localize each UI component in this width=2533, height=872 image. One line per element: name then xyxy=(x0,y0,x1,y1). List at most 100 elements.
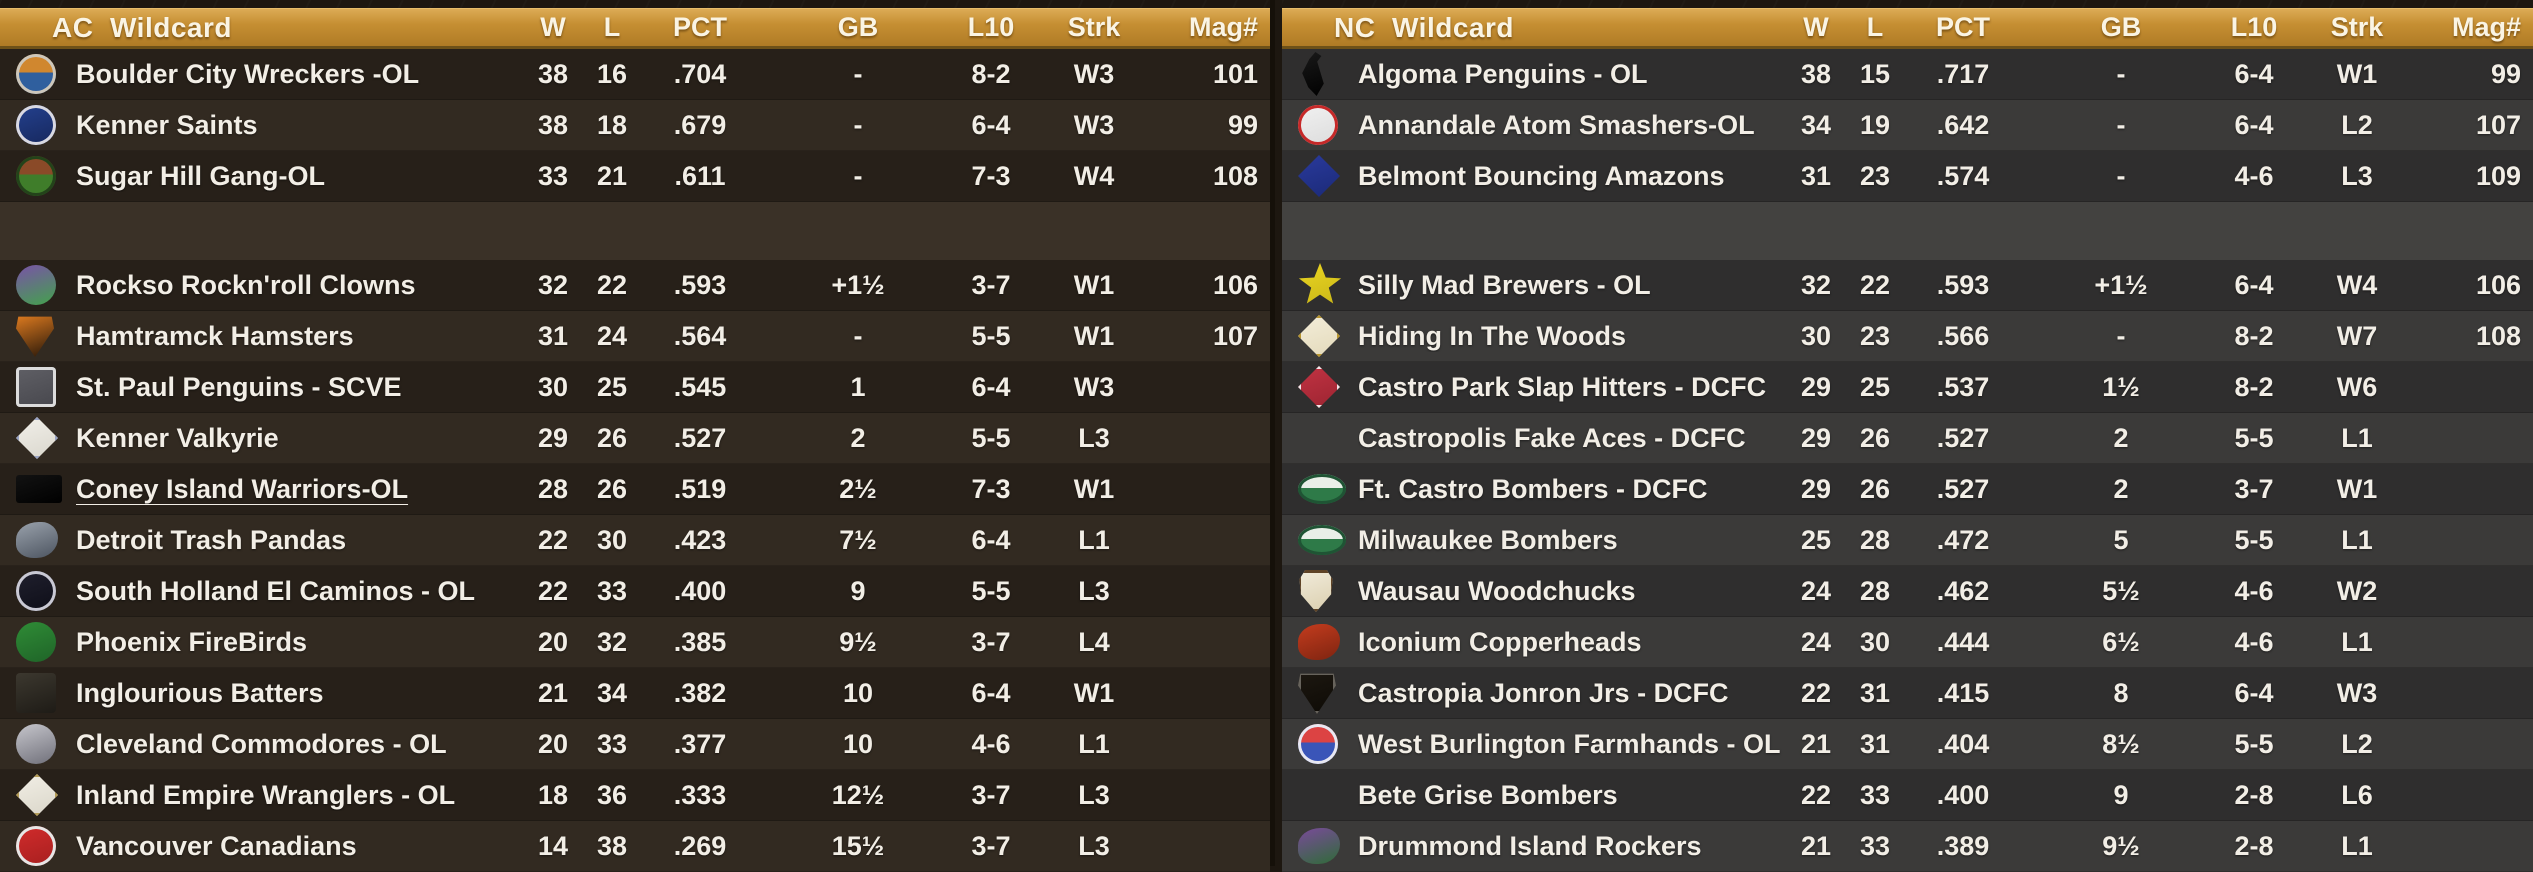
table-row[interactable]: Hamtramck Hamsters 31 24 .564 - 5-5 W1 1… xyxy=(0,311,1270,362)
wins-cell: 29 xyxy=(537,422,569,453)
table-row[interactable]: Kenner Valkyrie 29 26 .527 2 5-5 L3 xyxy=(0,413,1270,464)
team-name[interactable]: Castro Park Slap Hitters - DCFC xyxy=(1358,371,1767,402)
table-row[interactable]: Belmont Bouncing Amazons 31 23 .574 - 4-… xyxy=(1282,151,2533,202)
team-logo-label xyxy=(16,105,56,145)
losses-cell: 24 xyxy=(596,320,628,351)
last10-cell: 3-7 xyxy=(2234,473,2274,504)
table-row[interactable]: Coney Island Warriors-OL 28 26 .519 2½ 7… xyxy=(0,464,1270,515)
wins-cell: 29 xyxy=(1800,371,1832,402)
standings-table-ac-wildcard: AC Wildcard W L PCT GB L10 Strk Mag# Boulder C… xyxy=(0,0,1270,872)
team-logo-cell xyxy=(1282,668,1358,718)
team-name[interactable]: Vancouver Canadians xyxy=(76,830,357,861)
team-logo-label xyxy=(16,673,56,713)
team-name[interactable]: Kenner Saints xyxy=(76,109,258,140)
team-name[interactable]: South Holland El Caminos - OL xyxy=(76,575,476,606)
team-logo-cell xyxy=(0,311,76,361)
last10-cell: 2-8 xyxy=(2234,779,2274,810)
team-name[interactable]: Phoenix FireBirds xyxy=(76,626,308,657)
team-logo-icon xyxy=(1298,366,1340,408)
team-name[interactable]: Sugar Hill Gang-OL xyxy=(76,160,326,191)
table-row[interactable]: Hiding In The Woods 30 23 .566 - 8-2 W7 … xyxy=(1282,311,2533,362)
team-name[interactable]: Cleveland Commodores - OL xyxy=(76,728,447,759)
table-row[interactable]: Annandale Atom Smashers-OL 34 19 .642 - … xyxy=(1282,100,2533,151)
table-row[interactable]: South Holland El Caminos - OL 22 33 .400… xyxy=(0,566,1270,617)
team-name[interactable]: Wausau Woodchucks xyxy=(1358,575,1636,606)
team-name[interactable]: Hiding In The Woods xyxy=(1358,320,1626,351)
column-header-strk: Strk xyxy=(1067,12,1121,42)
team-name[interactable]: Belmont Bouncing Amazons xyxy=(1358,160,1725,191)
team-name[interactable]: Drummond Island Rockers xyxy=(1358,830,1702,861)
table-row[interactable]: Boulder City Wreckers -OL 38 16 .704 - 8… xyxy=(0,49,1270,100)
table-row[interactable]: Silly Mad Brewers - OL 32 22 .593 +1½ 6-… xyxy=(1282,260,2533,311)
wins-cell: 14 xyxy=(537,830,569,861)
team-name[interactable]: Algoma Penguins - OL xyxy=(1358,58,1648,89)
table-row[interactable]: West Burlington Farmhands - OL 21 31 .40… xyxy=(1282,719,2533,770)
streak-cell: L2 xyxy=(2341,728,2373,759)
table-row[interactable]: Drummond Island Rockers 21 33 .389 9½ 2-… xyxy=(1282,821,2533,872)
pct-cell: .564 xyxy=(673,320,727,351)
table-row[interactable]: Ft. Castro Bombers - DCFC 29 26 .527 2 3… xyxy=(1282,464,2533,515)
streak-cell: W1 xyxy=(1073,677,1115,708)
magic-number-cell: 106 xyxy=(2475,269,2521,300)
team-name[interactable]: Inland Empire Wranglers - OL xyxy=(76,779,456,810)
team-name[interactable]: Castropia Jonron Jrs - DCFC xyxy=(1358,677,1729,708)
table-row[interactable]: Castropolis Fake Aces - DCFC 29 26 .527 … xyxy=(1282,413,2533,464)
team-logo-icon xyxy=(1298,416,1342,460)
streak-cell: W4 xyxy=(1073,160,1115,191)
team-name[interactable]: Kenner Valkyrie xyxy=(76,422,279,453)
team-name[interactable]: Boulder City Wreckers -OL xyxy=(76,58,420,89)
team-name[interactable]: Castropolis Fake Aces - DCFC xyxy=(1358,422,1746,453)
team-name[interactable]: Silly Mad Brewers - OL xyxy=(1358,269,1651,300)
table-row[interactable]: Cleveland Commodores - OL 20 33 .377 10 … xyxy=(0,719,1270,770)
team-name[interactable]: St. Paul Penguins - SCVE xyxy=(76,371,402,402)
streak-cell: L1 xyxy=(2341,830,2373,861)
team-name[interactable]: Annandale Atom Smashers-OL xyxy=(1358,109,1755,140)
column-header-pct: PCT xyxy=(673,12,727,42)
team-name[interactable]: Hamtramck Hamsters xyxy=(76,320,354,351)
streak-cell: L3 xyxy=(1078,779,1110,810)
table-row[interactable]: St. Paul Penguins - SCVE 30 25 .545 1 6-… xyxy=(0,362,1270,413)
pct-cell: .537 xyxy=(1936,371,1990,402)
table-row[interactable]: Phoenix FireBirds 20 32 .385 9½ 3-7 L4 xyxy=(0,617,1270,668)
team-name[interactable]: Rockso Rockn'roll Clowns xyxy=(76,269,416,300)
losses-cell: 33 xyxy=(596,728,628,759)
team-name[interactable]: Iconium Copperheads xyxy=(1358,626,1642,657)
wins-cell: 31 xyxy=(1800,160,1832,191)
team-logo-label xyxy=(1298,724,1338,764)
wins-cell: 21 xyxy=(537,677,569,708)
table-row[interactable]: Detroit Trash Pandas 22 30 .423 7½ 6-4 L… xyxy=(0,515,1270,566)
losses-cell: 30 xyxy=(596,524,628,555)
table-row[interactable]: Algoma Penguins - OL 38 15 .717 - 6-4 W1… xyxy=(1282,49,2533,100)
team-name[interactable]: Inglourious Batters xyxy=(76,677,324,708)
table-row[interactable]: Sugar Hill Gang-OL 33 21 .611 - 7-3 W4 1… xyxy=(0,151,1270,202)
games-back-cell: - xyxy=(2116,58,2126,89)
table-row[interactable]: Inglourious Batters 21 34 .382 10 6-4 W1 xyxy=(0,668,1270,719)
games-back-cell: 2 xyxy=(2113,422,2129,453)
team-name[interactable]: West Burlington Farmhands - OL xyxy=(1358,728,1781,759)
table-row[interactable]: Bete Grise Bombers 22 33 .400 9 2-8 L6 xyxy=(1282,770,2533,821)
table-row[interactable]: Iconium Copperheads 24 30 .444 6½ 4-6 L1 xyxy=(1282,617,2533,668)
team-logo-icon xyxy=(16,774,58,816)
table-row[interactable]: Inland Empire Wranglers - OL 18 36 .333 … xyxy=(0,770,1270,821)
table-row[interactable]: Castro Park Slap Hitters - DCFC 29 25 .5… xyxy=(1282,362,2533,413)
pct-cell: .472 xyxy=(1936,524,1990,555)
losses-cell: 31 xyxy=(1859,677,1891,708)
table-row[interactable]: Castropia Jonron Jrs - DCFC 22 31 .415 8… xyxy=(1282,668,2533,719)
team-name[interactable]: Ft. Castro Bombers - DCFC xyxy=(1358,473,1708,504)
losses-cell: 22 xyxy=(596,269,628,300)
team-name[interactable]: Milwaukee Bombers xyxy=(1358,524,1618,555)
table-row[interactable]: Kenner Saints 38 18 .679 - 6-4 W3 99 xyxy=(0,100,1270,151)
magic-number-cell: 99 xyxy=(2490,58,2521,89)
table-row[interactable]: Milwaukee Bombers 25 28 .472 5 5-5 L1 xyxy=(1282,515,2533,566)
last10-cell: 7-3 xyxy=(971,473,1011,504)
team-name[interactable]: Detroit Trash Pandas xyxy=(76,524,347,555)
losses-cell: 30 xyxy=(1859,626,1891,657)
table-row[interactable]: Vancouver Canadians 14 38 .269 15½ 3-7 L… xyxy=(0,821,1270,872)
team-logo-label xyxy=(1298,674,1336,714)
team-name[interactable]: Coney Island Warriors-OL xyxy=(76,473,409,504)
wins-cell: 38 xyxy=(537,109,569,140)
table-row[interactable]: Rockso Rockn'roll Clowns 32 22 .593 +1½ … xyxy=(0,260,1270,311)
team-logo-icon xyxy=(16,571,56,611)
team-name[interactable]: Bete Grise Bombers xyxy=(1358,779,1618,810)
table-row[interactable]: Wausau Woodchucks 24 28 .462 5½ 4-6 W2 xyxy=(1282,566,2533,617)
